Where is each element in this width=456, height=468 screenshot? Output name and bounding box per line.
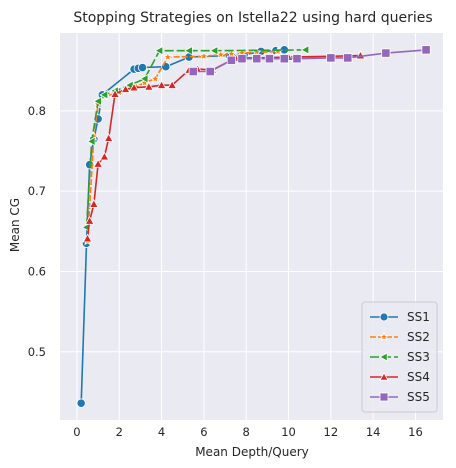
chart-title: Stopping Strategies on Istella22 using h… [73, 10, 432, 26]
y-tick-label: 0.8 [28, 104, 46, 118]
data-point [292, 54, 302, 64]
x-tick-label: 14 [366, 425, 381, 439]
data-point [137, 62, 148, 73]
x-tick-label: 12 [324, 425, 339, 439]
legend-marker [379, 312, 389, 322]
x-tick-label: 0 [73, 425, 80, 439]
data-point [99, 89, 109, 100]
data-point [161, 62, 171, 72]
series-ss5 [188, 45, 431, 77]
data-point [198, 51, 209, 61]
data-point [129, 82, 139, 92]
legend: SS1 SS2 SS3 SS4 SS5 [361, 301, 438, 413]
data-point [93, 96, 102, 107]
data-point [343, 53, 353, 63]
legend-box [361, 301, 438, 413]
x-tick-label: 6 [200, 425, 207, 439]
data-point [93, 158, 103, 168]
legend-marker [379, 372, 389, 381]
x-tick-label: 4 [158, 425, 165, 439]
data-point [300, 44, 310, 55]
data-point [110, 88, 120, 98]
data-point [82, 233, 93, 243]
data-point [150, 73, 161, 83]
x-tick-label: 10 [281, 425, 296, 439]
legend-label: SS4 [407, 370, 430, 384]
legend-label: SS1 [407, 310, 430, 324]
x-axis-label: Mean Depth/Query [195, 445, 309, 459]
legend-item-ss2: SS2 [370, 330, 430, 344]
legend-item-ss4: SS4 [370, 370, 430, 384]
x-tick-labels: 0 2 4 6 8 10 12 14 16 [73, 425, 423, 439]
legend-marker [379, 352, 388, 362]
data-point [84, 215, 95, 225]
data-point [143, 81, 154, 91]
y-tick-labels: 0.5 0.6 0.7 0.8 [28, 104, 46, 359]
data-point [120, 84, 131, 93]
legend-label: SS3 [407, 350, 430, 364]
data-point [421, 45, 431, 55]
y-tick-label: 0.6 [28, 264, 46, 278]
data-point [326, 53, 336, 63]
legend-label: SS2 [407, 330, 430, 344]
data-point [252, 54, 262, 64]
data-point [76, 398, 86, 408]
y-tick-label: 0.5 [28, 345, 46, 359]
data-point [381, 48, 391, 58]
data-point [237, 54, 247, 64]
data-point [167, 80, 178, 89]
legend-item-ss1: SS1 [370, 310, 430, 324]
x-tick-label: 8 [243, 425, 250, 439]
x-tick-label: 2 [116, 425, 123, 439]
data-point [264, 54, 275, 64]
data-point [188, 66, 198, 77]
data-point [226, 55, 236, 65]
legend-marker [379, 392, 389, 402]
y-axis-label: Mean CG [8, 198, 22, 252]
data-point [154, 45, 164, 56]
y-tick-label: 0.7 [28, 184, 46, 198]
series-layer [76, 44, 431, 408]
data-point [184, 45, 193, 56]
data-point [162, 51, 173, 62]
data-point [279, 54, 289, 64]
legend-label: SS5 [407, 390, 430, 404]
data-point [99, 151, 110, 161]
legend-item-ss3: SS3 [370, 350, 430, 364]
data-point [88, 198, 99, 208]
data-point [156, 80, 167, 89]
legend-item-ss5: SS5 [370, 390, 430, 404]
data-point [103, 133, 114, 142]
legend-marker [379, 331, 389, 342]
data-point [205, 66, 215, 77]
x-tick-label: 16 [408, 425, 423, 439]
data-point [86, 136, 96, 147]
data-point [209, 45, 219, 56]
data-point [139, 73, 149, 84]
